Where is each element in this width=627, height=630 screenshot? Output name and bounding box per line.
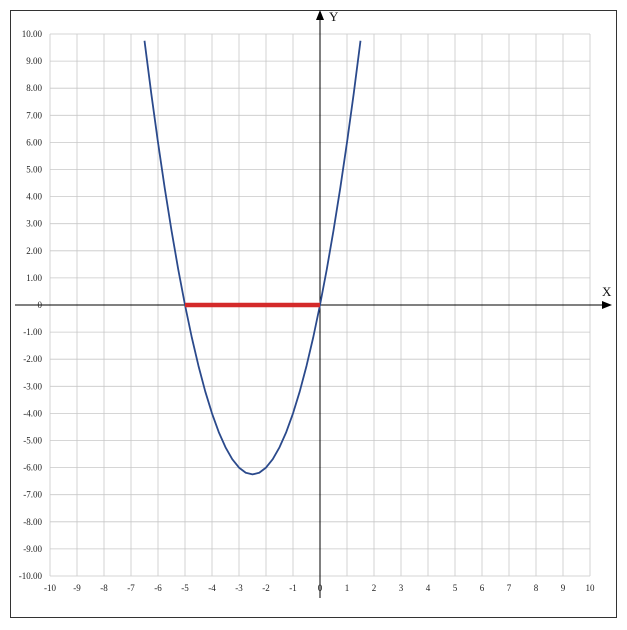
y-tick-label: -6.00: [23, 463, 42, 473]
x-tick-label: -4: [208, 583, 216, 593]
x-axis-label: X: [602, 284, 612, 299]
x-tick-label: -5: [181, 583, 189, 593]
y-tick-label: 7.00: [26, 110, 42, 120]
x-tick-label: -8: [100, 583, 108, 593]
x-tick-label: 0: [318, 583, 323, 593]
y-tick-label: 0: [38, 300, 43, 310]
x-tick-label: -2: [262, 583, 270, 593]
parabola-series-line: [143, 40, 362, 476]
y-tick-label: 6.00: [26, 137, 42, 147]
y-tick-label: 4.00: [26, 192, 42, 202]
y-tick-label: -9.00: [23, 544, 42, 554]
x-tick-label: 3: [399, 583, 404, 593]
x-tick-label: -6: [154, 583, 162, 593]
y-tick-label: 9.00: [26, 56, 42, 66]
x-tick-label: 7: [507, 583, 512, 593]
x-tick-label: 8: [534, 583, 539, 593]
y-tick-label: -4.00: [23, 408, 42, 418]
y-tick-label: -3.00: [23, 381, 42, 391]
y-tick-label: 5.00: [26, 165, 42, 175]
y-tick-label: 10.00: [22, 29, 43, 39]
x-tick-label: 2: [372, 583, 377, 593]
x-tick-label: -9: [73, 583, 81, 593]
x-axis-arrow: [602, 301, 612, 309]
x-tick-label: -1: [289, 583, 297, 593]
y-tick-label: 2.00: [26, 246, 42, 256]
y-tick-label: -10.00: [19, 571, 43, 581]
x-tick-label: 1: [345, 583, 350, 593]
y-axis-arrow: [316, 10, 324, 20]
y-tick-label: -1.00: [23, 327, 42, 337]
y-tick-label: -5.00: [23, 436, 42, 446]
y-tick-label: 8.00: [26, 83, 42, 93]
x-tick-label: 10: [586, 583, 596, 593]
y-tick-label: 3.00: [26, 219, 42, 229]
x-tick-label: 4: [426, 583, 431, 593]
y-tick-label: -2.00: [23, 354, 42, 364]
x-tick-label: 6: [480, 583, 485, 593]
y-tick-label: -8.00: [23, 517, 42, 527]
y-tick-label: -7.00: [23, 490, 42, 500]
x-tick-label: -7: [127, 583, 135, 593]
x-tick-label: 9: [561, 583, 566, 593]
x-tick-label: -3: [235, 583, 243, 593]
y-axis-label: Y: [329, 9, 339, 24]
chart-frame: [10, 10, 617, 618]
x-tick-label: -10: [44, 583, 56, 593]
y-tick-label: 1.00: [26, 273, 42, 283]
x-tick-label: 5: [453, 583, 458, 593]
